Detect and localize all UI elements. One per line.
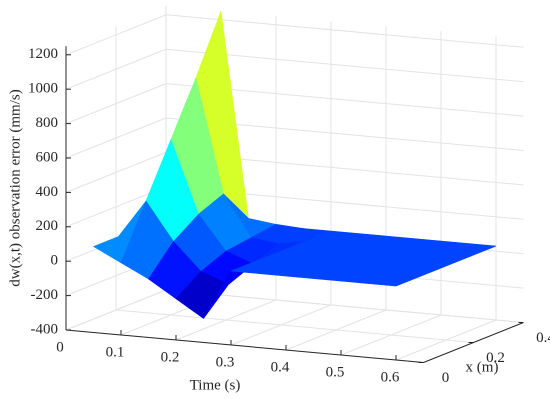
x-axis <box>65 329 424 363</box>
x-axis-title: Time (s) <box>190 377 241 393</box>
x-tick-label: 0.4 <box>271 359 290 375</box>
z-tick-label: 600 <box>36 149 59 165</box>
axis-labels: Time (s) x (m) dw(x,t) observation error… <box>7 46 550 393</box>
axes-box <box>65 6 524 363</box>
grid-line <box>65 289 167 331</box>
grid-line <box>165 14 524 48</box>
surface <box>92 11 497 319</box>
z-tick-label: 0 <box>51 253 59 269</box>
z-tick-label: 1200 <box>28 46 58 62</box>
y-axis-title: x (m) <box>466 359 499 375</box>
x-tick-label: 0.5 <box>326 364 345 380</box>
grid-line <box>65 117 167 159</box>
grid-line <box>65 48 167 90</box>
x-tick-label: 0.3 <box>216 354 235 370</box>
y-tick-label: 0 <box>442 370 450 386</box>
grid-line <box>65 151 167 193</box>
grid-line <box>115 309 474 343</box>
z-tick-label: 400 <box>36 184 59 200</box>
grid-line <box>65 83 167 125</box>
x-tick-label: 0.2 <box>161 349 180 365</box>
y-tick-label: 0.2 <box>486 350 505 366</box>
z-tick-label: -200 <box>31 287 59 303</box>
x-tick-label: 0 <box>56 339 64 355</box>
z-tick-label: 200 <box>36 218 59 234</box>
z-tick-label: -400 <box>31 321 59 337</box>
z-tick-label: 1000 <box>28 81 58 97</box>
grid-line <box>65 14 167 56</box>
grid-line <box>165 289 524 323</box>
x-tick-label: 0.6 <box>381 369 400 385</box>
x-tick-label: 0.1 <box>106 344 125 360</box>
z-axis-title: dw(x,t) observation error (mm/s) <box>7 89 23 286</box>
z-tick-label: 800 <box>36 115 59 131</box>
surface-cell <box>368 273 422 287</box>
y-tick-label: 0.4 <box>536 330 550 346</box>
